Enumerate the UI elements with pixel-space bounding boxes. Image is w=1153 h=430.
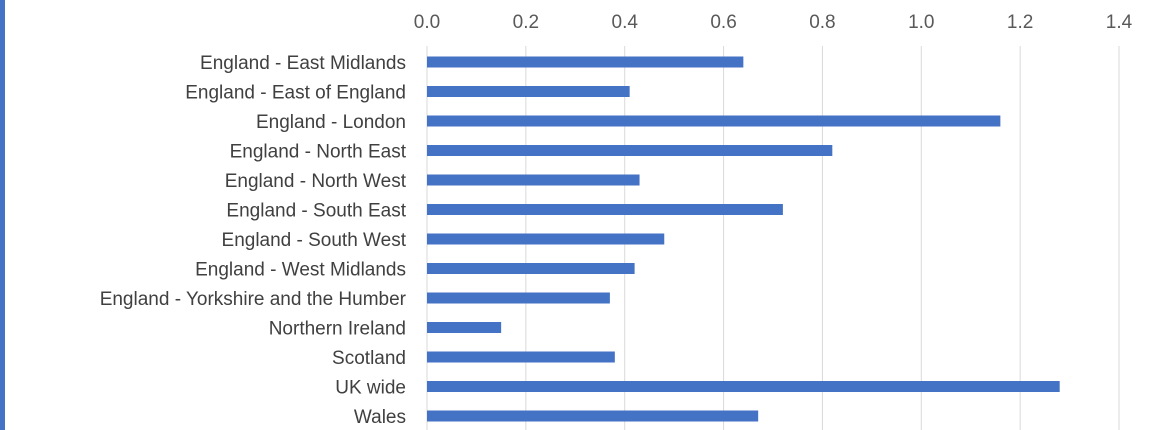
bar [427,410,759,422]
bar [427,292,610,304]
category-label: England - East of England [185,83,406,104]
gridlines [426,46,1120,430]
category-label: Scotland [332,348,406,369]
bar [427,56,744,68]
x-tick-label: 0.8 [809,12,835,33]
bar [427,145,833,156]
bar [427,322,502,333]
x-tick-label: 0.2 [513,12,539,33]
bar [427,381,1060,392]
category-label: England - South West [222,230,407,251]
category-label: England - London [256,112,406,133]
x-tick-label: 1.2 [1007,12,1033,33]
x-tick-label: 0.6 [710,12,736,33]
category-label: Wales [354,407,406,428]
category-label: England - Yorkshire and the Humber [100,289,407,310]
bar [427,351,615,363]
category-label: Northern Ireland [269,319,406,340]
bar [427,263,635,274]
category-label: England - West Midlands [195,260,406,281]
x-tick-label: 0.0 [414,12,440,33]
category-labels: England - East Midlands England - East of… [100,53,407,428]
x-tick-label: 1.0 [908,12,934,33]
bar [427,204,783,215]
bar [427,233,665,245]
category-label: UK wide [335,378,406,399]
x-tick-label: 0.4 [612,12,639,33]
category-label: England - South East [226,201,406,222]
bar [427,115,1001,127]
bar [427,86,630,97]
left-edge-accent [0,0,5,430]
x-tick-label: 1.4 [1106,12,1133,33]
category-label: England - North West [225,171,407,192]
category-label: England - East Midlands [200,53,406,74]
bars [427,56,1060,422]
x-axis-tick-labels: 0.0 0.2 0.4 0.6 0.8 1.0 1.2 1.4 [414,12,1133,33]
category-label: England - North East [230,142,407,163]
bar [427,174,640,186]
